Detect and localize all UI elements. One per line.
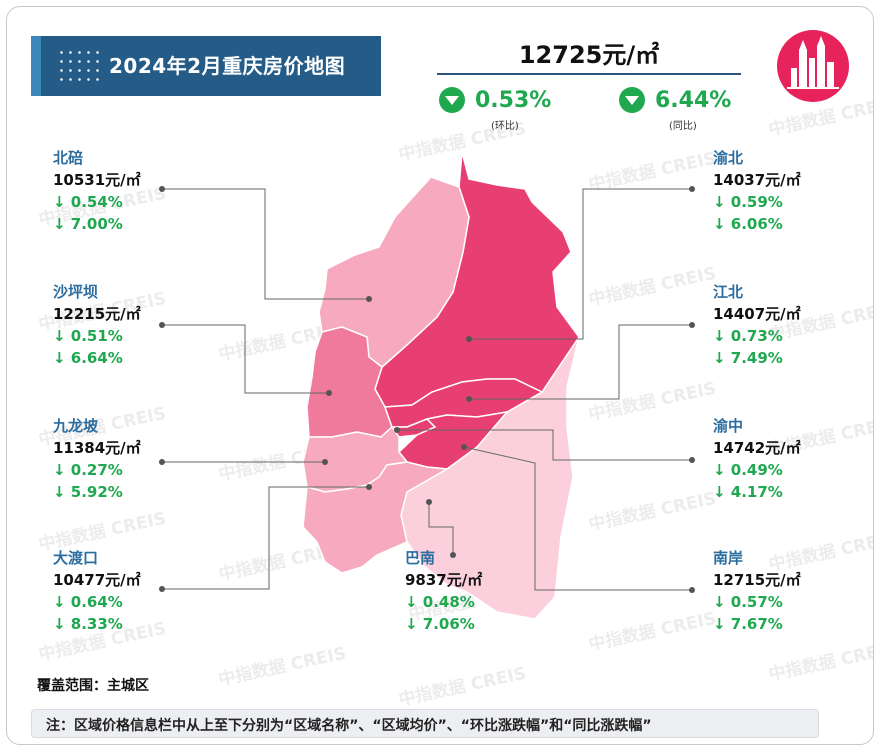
mom-value: 0.53% [475,87,552,113]
district-mom: ↓ 0.59% [713,193,783,211]
district-price: 14037元/㎡ [713,171,801,189]
district-mom: ↓ 0.49% [713,461,783,479]
district-mom: ↓ 0.48% [405,593,475,611]
yoy-change: 6.44% [619,87,731,113]
district-price: 11384元/㎡ [53,439,141,457]
district-name: 渝北 [713,149,744,167]
district-name: 南岸 [713,549,744,567]
district-yubei: 渝北 14037元/㎡ ↓ 0.59% ↓ 6.06% [713,147,801,235]
district-mom: ↓ 0.64% [53,593,123,611]
summary-divider [437,73,741,75]
infographic-frame: 中指数据 CREIS 中指数据 CREIS 中指数据 CREIS 中指数据 CR… [6,6,874,745]
page-title: 2024年2月重庆房价地图 [109,54,346,78]
district-banan: 巴南 9837元/㎡ ↓ 0.48% ↓ 7.06% [405,547,482,635]
title-banner: 2024年2月重庆房价地图 [31,36,381,96]
district-nanan: 南岸 12715元/㎡ ↓ 0.57% ↓ 7.67% [713,547,801,635]
district-name: 巴南 [405,549,436,567]
district-mom: ↓ 0.54% [53,193,123,211]
district-jiangbei: 江北 14407元/㎡ ↓ 0.73% ↓ 7.49% [713,281,801,369]
mom-change: 0.53% [439,87,551,113]
district-price: 10477元/㎡ [53,571,141,589]
district-yoy: ↓ 5.92% [53,483,123,501]
mom-label: (环比) [491,121,519,132]
leader-dots [159,186,695,593]
district-name: 大渡口 [53,549,99,567]
district-name: 渝中 [713,417,744,435]
district-price: 12215元/㎡ [53,305,141,323]
district-yoy: ↓ 6.06% [713,215,783,233]
district-mom: ↓ 0.27% [53,461,123,479]
average-price: 12725元/㎡ [518,41,660,69]
chongqing-district-map [159,151,695,620]
map-dadukou[interactable] [302,461,450,574]
district-dadukou: 大渡口 10477元/㎡ ↓ 0.64% ↓ 8.33% [53,547,141,635]
down-triangle-icon [619,87,645,113]
district-price: 9837元/㎡ [405,571,483,589]
footnote: 注：区域价格信息栏中从上至下分别为“区域名称”、“区域均价”、“环比涨跌幅”和“… [31,709,819,738]
yoy-value: 6.44% [655,87,732,113]
district-yoy: ↓ 4.17% [713,483,783,501]
yoy-label: (同比) [669,121,697,132]
district-shapingba: 沙坪坝 12215元/㎡ ↓ 0.51% ↓ 6.64% [53,281,141,369]
district-yoy: ↓ 6.64% [53,349,123,367]
district-mom: ↓ 0.57% [713,593,783,611]
district-name: 九龙坡 [53,417,99,435]
down-triangle-icon [439,87,465,113]
district-yoy: ↓ 7.67% [713,615,783,633]
district-mom: ↓ 0.51% [53,327,123,345]
district-name: 江北 [713,283,744,301]
dots-decoration [57,48,101,84]
district-yuzhong: 渝中 14742元/㎡ ↓ 0.49% ↓ 4.17% [713,415,801,503]
district-yoy: ↓ 8.33% [53,615,123,633]
district-yoy: ↓ 7.06% [405,615,475,633]
district-name: 沙坪坝 [53,283,99,301]
coverage-text: 覆盖范围：主城区 [37,678,149,694]
chongqing-skyline-logo [777,30,849,102]
district-yoy: ↓ 7.00% [53,215,123,233]
district-jiulongpo: 九龙坡 11384元/㎡ ↓ 0.27% ↓ 5.92% [53,415,141,503]
leader-lines [162,188,692,591]
district-yoy: ↓ 7.49% [713,349,783,367]
district-name: 北碚 [53,149,84,167]
district-price: 14407元/㎡ [713,305,801,323]
district-mom: ↓ 0.73% [713,327,783,345]
district-price: 10531元/㎡ [53,171,141,189]
district-beibei: 北碚 10531元/㎡ ↓ 0.54% ↓ 7.00% [53,147,141,235]
district-price: 12715元/㎡ [713,571,801,589]
district-price: 14742元/㎡ [713,439,801,457]
